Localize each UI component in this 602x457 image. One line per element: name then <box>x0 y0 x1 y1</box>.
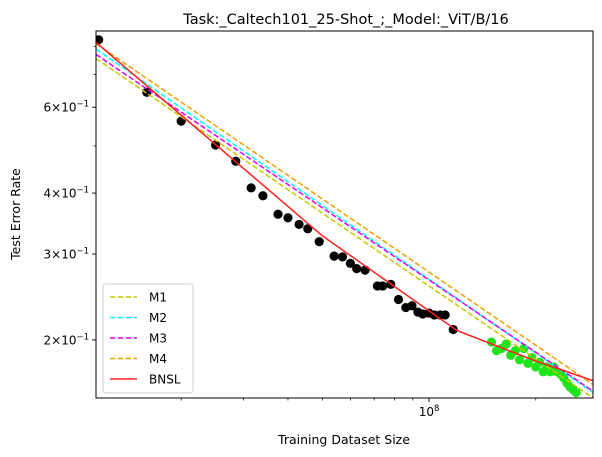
x-axis-label: Training Dataset Size <box>277 432 410 447</box>
train-point <box>407 301 417 311</box>
x-axis: 108 <box>180 398 537 419</box>
train-point <box>448 324 458 335</box>
y-axis-label: Test Error Rate <box>8 168 23 261</box>
series-line-m1 <box>96 57 593 398</box>
y-tick-label: 6×10−1 <box>44 100 90 115</box>
plot-layer <box>96 35 593 398</box>
chart-title: Task:_Caltech101_25-Shot_;_Model:_ViT/B/… <box>182 12 509 28</box>
legend: M1 M2 M3 M4 BNSL <box>102 283 194 394</box>
train-point <box>283 213 293 223</box>
train-point <box>246 183 256 193</box>
y-tick-label: 3×10−1 <box>44 247 90 262</box>
train-point <box>273 209 283 219</box>
series-line-m3 <box>96 53 593 392</box>
train-point <box>378 281 388 291</box>
plot-frame <box>95 30 594 399</box>
train-point <box>345 258 355 269</box>
legend-label-bnsl: BNSL <box>149 373 181 387</box>
series-line-m2 <box>96 48 593 394</box>
train-point <box>303 224 313 234</box>
legend-label-m1: M1 <box>149 291 167 305</box>
test-point <box>501 339 511 349</box>
legend-box <box>102 283 194 394</box>
train-point <box>329 251 339 261</box>
legend-label-m3: M3 <box>149 332 167 346</box>
legend-label-m2: M2 <box>149 311 167 325</box>
test-point <box>510 346 520 356</box>
train-point <box>314 237 324 247</box>
y-tick-label: 2×10−1 <box>44 332 90 347</box>
plot-area <box>96 35 593 398</box>
train-point <box>258 191 268 201</box>
series-line-m4 <box>96 43 593 386</box>
test-point <box>514 355 525 365</box>
train-point <box>440 310 450 320</box>
series-line-bnsl <box>96 41 593 382</box>
y-axis: 2×10−1 3×10−1 4×10−1 6×10−1 <box>44 45 96 347</box>
train-point <box>294 219 304 230</box>
x-tick-label: 108 <box>419 404 440 419</box>
y-tick-label: 4×10−1 <box>44 186 90 201</box>
legend-label-m4: M4 <box>149 352 167 366</box>
train-point <box>393 294 404 305</box>
train-point <box>352 264 362 274</box>
train-point <box>360 265 370 275</box>
train-point <box>337 252 348 262</box>
train-point <box>96 35 104 45</box>
test-point <box>571 387 581 398</box>
